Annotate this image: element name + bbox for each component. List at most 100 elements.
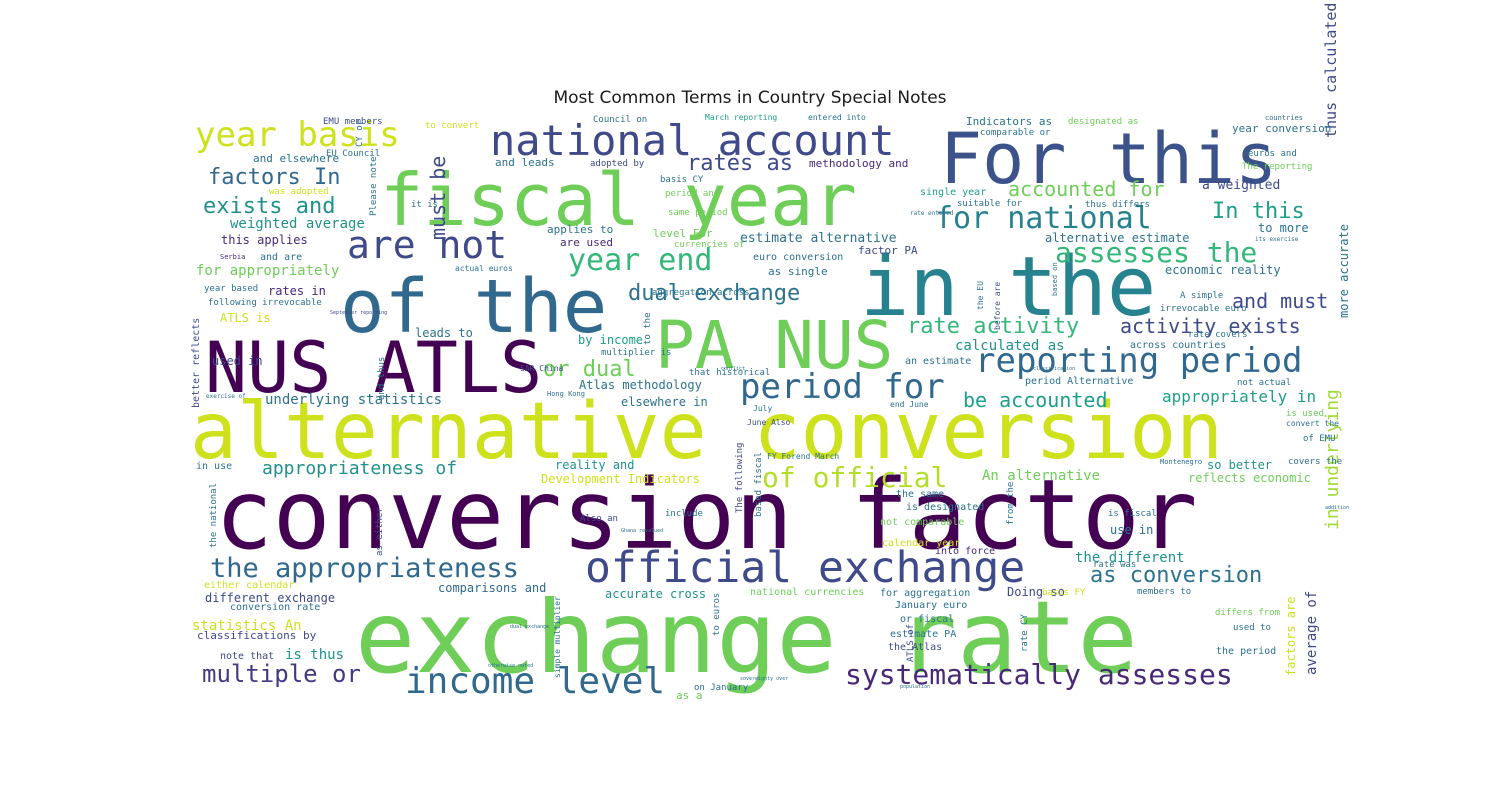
word-basis-fy: basis FY — [1042, 588, 1086, 598]
word-march-reporting: March reporting — [705, 113, 777, 122]
word-estimate-alternative: estimate alternative — [740, 231, 897, 246]
word-either-calendar: either calendar — [204, 580, 294, 591]
word-use-in: use in — [1110, 523, 1153, 537]
word-rate-covers: rate covers — [1188, 330, 1248, 340]
word-a-weighted: a weighted — [1202, 178, 1280, 193]
word-pa-nus: PA NUS — [655, 307, 893, 384]
word-designated-as: designated as — [1068, 117, 1138, 127]
word-accurate-cross: accurate cross — [605, 587, 706, 601]
word-cy-or: CY or — [355, 119, 365, 147]
word-into-force: into force — [935, 546, 995, 557]
word-single-year: single year — [920, 187, 986, 198]
word-before-are: before are — [993, 282, 1002, 330]
word-appropriateness-of: appropriateness of — [262, 458, 457, 479]
word-for-this: For this — [940, 118, 1277, 200]
word-are-not: are not — [347, 223, 507, 267]
word-as-a: as a — [676, 689, 703, 702]
word-appropriately-in: appropriately in — [1162, 387, 1316, 406]
word-for-national: for national — [935, 201, 1152, 236]
word-currencies-of: currencies of — [674, 240, 744, 250]
word-period-for: period for — [740, 367, 945, 407]
word-to-more: to more — [1258, 221, 1309, 235]
word-irrevocable-euro: irrevocable euro — [1160, 304, 1247, 314]
word-multiple-or: multiple or — [202, 660, 361, 688]
word-also-an: Also an — [580, 514, 618, 524]
word-alternative-conversion: alternative conversion — [190, 387, 1223, 477]
word-exchange-rate: exchange rate — [355, 579, 1138, 696]
word-on-january: on January — [694, 683, 749, 693]
word-atls-is: ATLS is — [220, 311, 271, 325]
word-to-the: to the — [643, 312, 653, 345]
word-the-reporting: The reporting — [1242, 162, 1312, 172]
word-montenegro: Montenegro — [1160, 458, 1202, 466]
word-is-fiscal: is fiscal — [1108, 509, 1157, 519]
word-rate-entered: rate entered — [910, 210, 954, 217]
word-the-period: the period — [1216, 646, 1276, 657]
word-the-same: the same — [896, 489, 944, 500]
word-the-appropriateness: the appropriateness — [210, 553, 519, 584]
word-calculated-as: calculated as — [955, 338, 1065, 354]
word-and-are: and are — [260, 252, 302, 263]
word-atlas-methodology: Atlas methodology — [579, 378, 702, 392]
word-euros-and: euros and — [1248, 149, 1297, 159]
word-factors-in: factors In — [208, 165, 340, 190]
word-rate-activity: rate activity — [907, 314, 1079, 339]
word-end-june: end June — [890, 400, 929, 409]
word-reflects-economic: reflects economic — [1188, 471, 1311, 485]
word-june-also: June Also — [747, 418, 791, 427]
word-note-that: note that — [220, 651, 274, 662]
word-an-alternative: An alternative — [982, 468, 1100, 484]
word-emu-members: EMU members — [323, 117, 383, 127]
word-the-different: the different — [1075, 550, 1185, 566]
word-as-either: as either — [375, 507, 385, 556]
word-based-fiscal: based fiscal — [754, 452, 764, 517]
word-rates-in: rates in — [268, 284, 326, 298]
word-statistics-an: statistics An — [192, 618, 302, 634]
word-suitable-for: suitable for — [957, 199, 1023, 209]
word-economic-reality: economic reality — [1165, 263, 1281, 277]
chart-title: Most Common Terms in Country Special Not… — [553, 88, 947, 108]
word-in-use: in use — [196, 461, 232, 472]
word-its-exercise: its exercise — [1255, 236, 1299, 243]
word-in-the: in the — [860, 240, 1156, 335]
word-be-accounted: be accounted — [963, 388, 1108, 412]
word-in-underlying: in underlying — [1322, 389, 1343, 530]
word-thus-differs: thus differs — [1085, 200, 1150, 210]
word-average-of: average of — [1304, 591, 1320, 675]
word-so-better: so better — [1207, 458, 1272, 472]
word-used-to: used to — [1233, 623, 1271, 633]
word-differs-from: differs from — [1215, 608, 1280, 618]
word-members-to: members to — [1137, 587, 1191, 597]
word-or-dual: or dual — [543, 357, 636, 382]
word-council-on: Council on — [593, 115, 647, 125]
word-income-level: income level — [405, 661, 665, 702]
word-for-appropriately: for appropriately — [196, 263, 339, 279]
word-the-eu: the EU — [976, 281, 985, 310]
word-exists-and: exists and — [203, 194, 335, 219]
word-january-euro: January euro — [895, 600, 967, 611]
word-elsewhere-in: elsewhere in — [621, 395, 708, 409]
word-and-leads: and leads — [495, 156, 555, 169]
word-reporting-period: reporting period — [975, 341, 1303, 381]
word-july: July — [753, 404, 772, 413]
word-to-convert: to convert — [425, 121, 479, 131]
word-fy-forend-march: FY Forend March — [767, 452, 839, 461]
word-dual-exchange: dual exchange — [628, 281, 800, 306]
word-exercise-of: exercise of — [206, 393, 246, 400]
word-conversion-factor: conversion factor — [215, 459, 1198, 571]
word-eu-council: EU Council — [326, 149, 380, 159]
word-year-conversion: year conversion — [1232, 122, 1331, 135]
word-national-account: national account — [490, 116, 895, 165]
word-reality-and: reality and — [555, 458, 634, 472]
word-sovereignty-over: sovereignty over — [740, 676, 788, 682]
word-a-simple: A simple — [1180, 291, 1223, 301]
word-year-basis: year basis — [195, 115, 400, 155]
word-factor-pa: factor PA — [858, 244, 918, 257]
word-classification: classification — [1033, 366, 1075, 372]
word-and-thus: and thus — [377, 357, 387, 400]
word-the-following: The following — [735, 443, 745, 513]
word-different-exchange: different exchange — [205, 591, 335, 605]
word-dual-exchange: dual exchange — [510, 624, 549, 630]
word-countries: countries — [1265, 114, 1303, 122]
